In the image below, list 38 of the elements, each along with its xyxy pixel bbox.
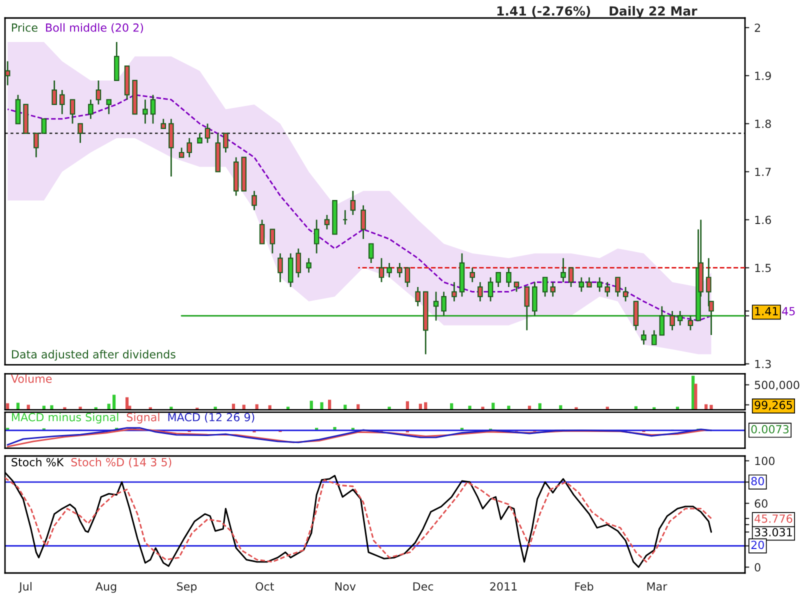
ref-line-label: 80 (751, 476, 764, 486)
text: Stoch %D (14 3 5) (71, 458, 172, 468)
y-tick-label: 33.031 (754, 528, 792, 536)
x-tick-label: Oct (256, 582, 274, 591)
y-tick-label: 1.8 (755, 120, 771, 128)
y-tick-label: 1.7 (755, 168, 771, 176)
x-tick-label: 2011 (490, 582, 517, 591)
text: 0.0073 (751, 425, 789, 434)
text: 45 (782, 307, 795, 316)
series-label: MACD minus Signal (12, 412, 118, 424)
y-tick-label: 1.9 (755, 72, 771, 80)
y-tick-label: 99,265 (754, 400, 792, 410)
y-tick-label: 60 (754, 499, 768, 508)
x-tick-label: Mar (647, 582, 668, 591)
y-tick-label: 100 (755, 456, 774, 466)
y-tick-label: 1.5 (755, 264, 771, 272)
x-tick-label: Feb (575, 582, 594, 591)
series-label: MACD (12 26 9) (168, 412, 254, 423)
text: Boll middle (20 2) (46, 23, 144, 34)
y-tick-label: 0 (754, 563, 760, 572)
legend-title: Price (12, 23, 38, 32)
x-tick-label: Aug (96, 582, 116, 593)
y-tick-label: 45.776 (754, 514, 792, 523)
annotation: Data adjusted after dividends (12, 350, 176, 361)
series-label: Signal (126, 412, 160, 424)
x-tick-label: Jul (18, 582, 32, 593)
y-tick-label: 2 (754, 24, 760, 32)
x-tick-label: Sep (177, 582, 197, 593)
y-tick-label: 500,000 (754, 380, 800, 390)
x-tick-label: Dec (413, 582, 434, 591)
chart-title: 1.41 (-2.76%) Daily 22 Mar (497, 6, 698, 18)
y-tick-label: 1.3 (755, 360, 771, 368)
series-label: Stoch %K (12, 458, 64, 466)
y-tick-label: 1.6 (755, 216, 771, 224)
series-label: Volume (11, 374, 52, 383)
x-tick-label: Nov (335, 582, 356, 591)
y-tick-label: 1.41 (755, 307, 778, 316)
ref-line-label: 20 (751, 540, 764, 550)
